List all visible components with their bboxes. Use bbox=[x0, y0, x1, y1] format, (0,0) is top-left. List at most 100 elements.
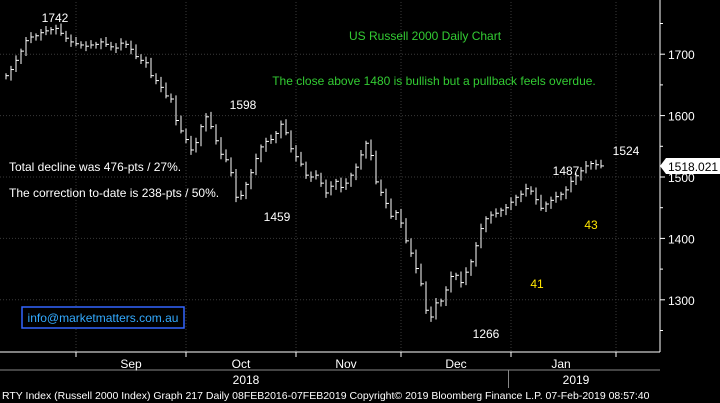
chart-grid bbox=[0, 2, 655, 352]
price-bar bbox=[325, 179, 329, 198]
price-bar bbox=[310, 171, 314, 182]
price-bar bbox=[295, 145, 299, 162]
price-bar bbox=[400, 208, 404, 228]
price-bar bbox=[45, 25, 49, 36]
price-bar bbox=[180, 115, 184, 134]
price-bar bbox=[525, 183, 529, 197]
price-bar bbox=[570, 176, 574, 193]
annotation-label: 41 bbox=[530, 277, 544, 291]
price-bar bbox=[480, 223, 484, 249]
price-bar bbox=[125, 40, 129, 49]
price-series bbox=[5, 23, 604, 322]
price-bar bbox=[470, 259, 474, 276]
price-bar bbox=[585, 161, 589, 174]
price-bar bbox=[350, 172, 354, 187]
price-bar bbox=[140, 54, 144, 65]
price-bar bbox=[185, 128, 189, 144]
price-bar bbox=[575, 173, 579, 185]
price-bar bbox=[205, 113, 209, 132]
price-bar bbox=[255, 153, 259, 176]
watermark-box: info@marketmatters.com.au bbox=[21, 306, 185, 329]
price-bar bbox=[415, 249, 419, 274]
price-bar bbox=[230, 157, 234, 177]
price-bar bbox=[265, 137, 269, 152]
y-tick-label: 1700 bbox=[668, 48, 695, 62]
price-bar bbox=[370, 139, 374, 161]
price-bar bbox=[155, 73, 159, 85]
price-bar bbox=[535, 187, 539, 205]
price-bar bbox=[145, 56, 149, 68]
price-bar bbox=[150, 57, 154, 79]
price-bar bbox=[395, 210, 399, 220]
price-bar bbox=[25, 37, 29, 57]
price-bar bbox=[280, 120, 284, 139]
price-bar bbox=[175, 95, 179, 126]
price-bar bbox=[105, 37, 109, 47]
price-bar bbox=[425, 281, 429, 314]
price-bar bbox=[210, 111, 214, 130]
price-bar bbox=[380, 179, 384, 197]
price-bar bbox=[60, 23, 64, 36]
price-bar bbox=[530, 186, 534, 195]
x-year-label: 2018 bbox=[233, 373, 260, 387]
x-year-label: 2019 bbox=[563, 373, 590, 387]
price-bar bbox=[340, 177, 344, 193]
price-bar bbox=[365, 140, 369, 159]
price-bar bbox=[345, 178, 349, 190]
price-bar bbox=[220, 137, 224, 160]
price-bar bbox=[20, 48, 24, 65]
price-bar bbox=[115, 43, 119, 53]
price-bar bbox=[550, 196, 554, 209]
price-bar bbox=[165, 82, 169, 99]
price-bar bbox=[590, 161, 594, 170]
price-bar bbox=[435, 297, 439, 320]
price-bar bbox=[565, 186, 569, 200]
price-bar bbox=[485, 216, 489, 233]
x-tick-label: Nov bbox=[335, 357, 356, 371]
price-bar bbox=[375, 150, 379, 185]
price-bar bbox=[460, 271, 464, 288]
price-bar bbox=[200, 124, 204, 147]
price-bar bbox=[555, 191, 559, 203]
price-bar bbox=[450, 271, 454, 293]
price-bar bbox=[235, 169, 239, 203]
x-tick-label: Sep bbox=[120, 357, 142, 371]
price-bar bbox=[490, 211, 494, 224]
price-bar bbox=[195, 137, 199, 153]
price-bar bbox=[385, 188, 389, 209]
annotation-label: 43 bbox=[584, 218, 598, 232]
price-bar bbox=[5, 73, 9, 80]
price-bar bbox=[85, 41, 89, 52]
price-bar bbox=[475, 242, 479, 267]
price-bar bbox=[320, 172, 324, 187]
price-bar bbox=[75, 37, 79, 47]
annotation-label: 1524 bbox=[613, 144, 640, 158]
price-bar bbox=[305, 161, 309, 179]
price-bar bbox=[355, 163, 359, 181]
annotations-layer: US Russell 2000 Daily Chart The close abo… bbox=[0, 11, 720, 403]
price-bar bbox=[360, 149, 364, 170]
price-bar bbox=[455, 272, 459, 281]
y-tick-label: 1300 bbox=[668, 294, 695, 308]
price-bar bbox=[40, 29, 44, 41]
price-bar bbox=[275, 130, 279, 144]
last-price-badge bbox=[660, 157, 720, 174]
price-bar bbox=[110, 41, 114, 51]
price-bar bbox=[55, 24, 59, 35]
price-bar bbox=[505, 204, 509, 216]
price-bar bbox=[70, 34, 74, 47]
footer-text: RTY Index (Russell 2000 Index) Graph 217… bbox=[2, 390, 650, 402]
annotation-label: 1459 bbox=[264, 210, 291, 224]
price-bar bbox=[270, 134, 274, 144]
price-bar bbox=[520, 190, 524, 203]
price-bar bbox=[245, 181, 249, 200]
price-bar bbox=[120, 38, 124, 51]
y-axis: 1300 1400 1500 1600 1700 1518.021 bbox=[659, 0, 720, 352]
annotation-label: Total decline was 476-pts / 27%. bbox=[9, 160, 181, 174]
y-tick-label: 1600 bbox=[668, 110, 695, 124]
price-bar bbox=[405, 218, 409, 244]
price-bar bbox=[545, 201, 549, 212]
x-axis: Sep Oct Nov Dec Jan 2018 2019 bbox=[0, 351, 660, 388]
price-bar bbox=[250, 169, 254, 190]
